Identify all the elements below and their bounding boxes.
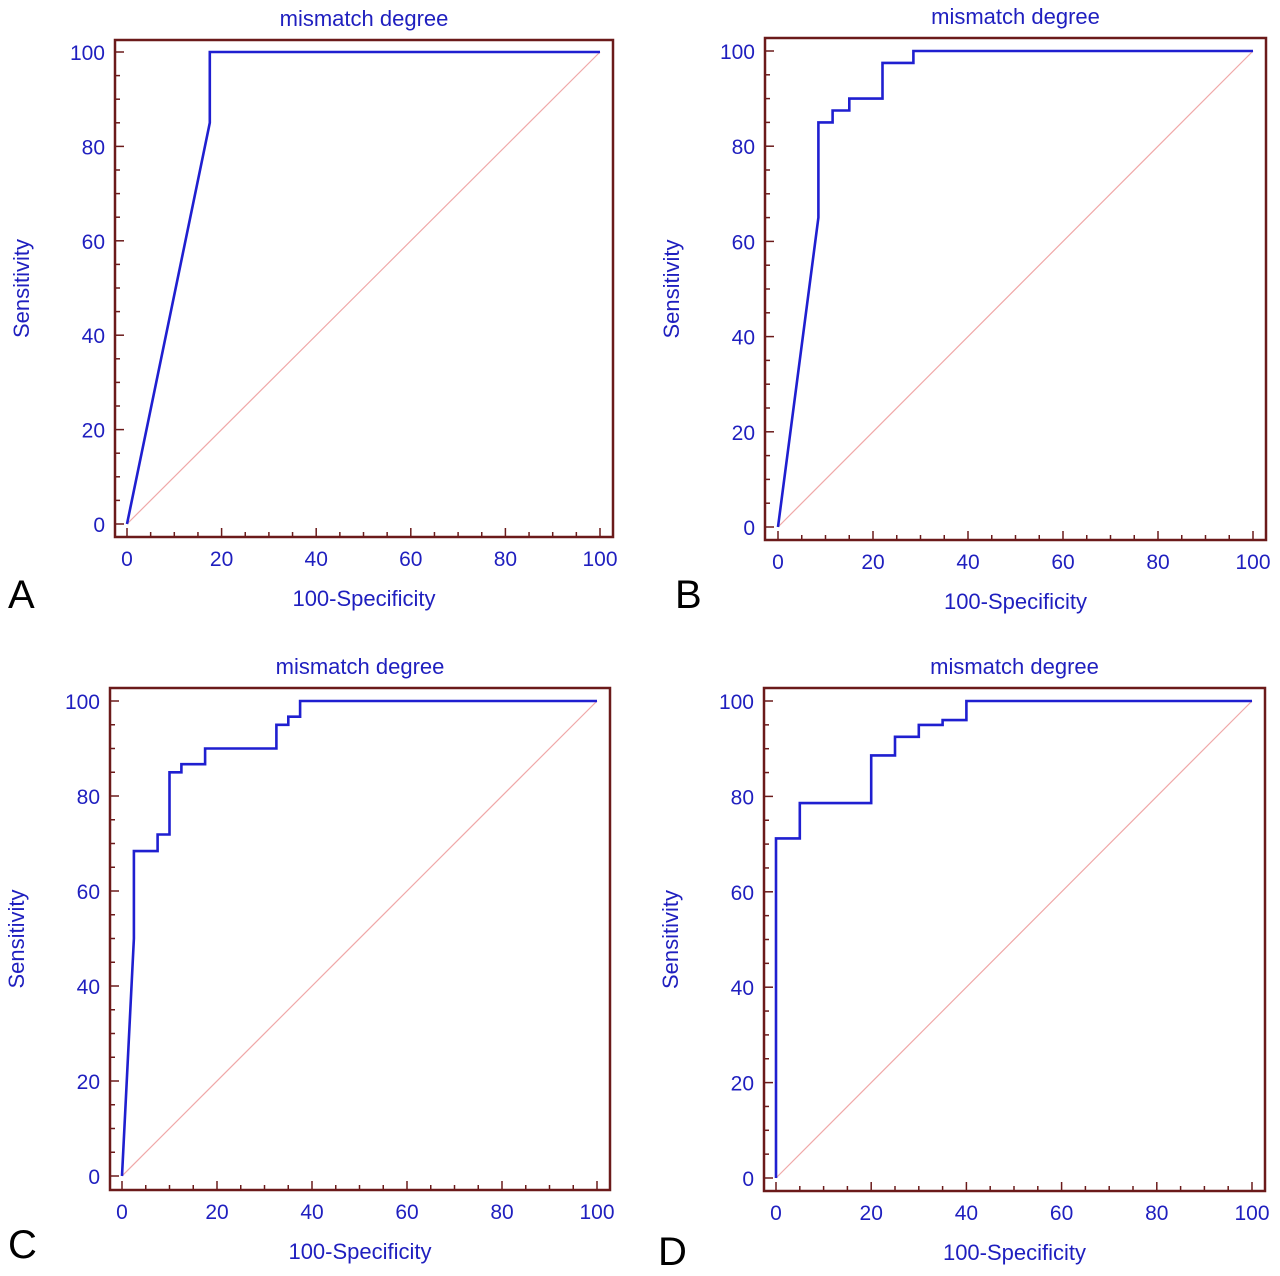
panel-d-ytick-label: 20 [731, 1073, 754, 1096]
panel-c-ytick-label: 60 [77, 881, 100, 904]
panel-d-roc-curve [774, 699, 1252, 1178]
panel-a-xtick-label: 60 [399, 548, 422, 571]
panel-b-ytick-label: 20 [732, 422, 755, 445]
panel-c-xtick-label: 40 [300, 1201, 323, 1224]
panel-a-title: mismatch degree [280, 6, 449, 31]
panel-d-letter: D [658, 1230, 687, 1271]
panel-d-ytick-label: 100 [719, 691, 754, 714]
panel-d-xtick-label: 20 [860, 1202, 883, 1225]
panel-d-xtick-label: 60 [1050, 1202, 1073, 1225]
panel-b-xtick-label: 0 [772, 551, 784, 574]
panel-d-xtick-label: 100 [1234, 1202, 1269, 1225]
panel-d-ytick-label: 0 [742, 1168, 754, 1191]
panel-c: 0 20 40 60 80 100 0 20 40 60 80 100 mismatch degree 1… [4, 654, 615, 1267]
panel-c-reference-diagonal [121, 700, 598, 1177]
panel-b-ytick-label: 100 [720, 41, 755, 64]
panel-d: 0 20 40 60 80 100 0 20 40 60 80 100 mismatch degree 1… [658, 654, 1270, 1274]
panel-c-roc-curve [120, 699, 597, 1177]
panel-b: 0 20 40 60 80 100 0 20 40 60 80 100 mismatch degree 1… [659, 4, 1271, 617]
panel-b-xtick-label: 20 [861, 551, 884, 574]
panel-d-title: mismatch degree [930, 654, 1099, 679]
panel-a-y-axis-label: Sensitivity [9, 239, 34, 338]
panel-a-x-axis-label: 100-Specificity [292, 586, 435, 611]
panel-a-ytick-label: 60 [82, 231, 105, 254]
panel-c-ytick-label: 40 [77, 976, 100, 999]
panel-c-xtick-label: 0 [116, 1201, 128, 1224]
panel-c-y-axis-label: Sensitivity [4, 889, 29, 988]
panel-a-roc-curve [125, 50, 600, 525]
panel-b-roc-curve [776, 49, 1253, 528]
panel-b-letter: B [675, 573, 702, 617]
panel-a-frame [113, 38, 615, 539]
panel-a-letter: A [8, 573, 35, 617]
panel-b-ytick-label: 80 [732, 136, 755, 159]
panel-a-xtick-label: 40 [305, 548, 328, 571]
panel-d-ytick-label: 60 [731, 882, 754, 905]
panel-a-ytick-label: 0 [93, 514, 105, 537]
panel-c-ytick-label: 0 [88, 1166, 100, 1189]
panel-a: 0 20 40 60 80 100 0 20 40 60 80 100 mismatch degree 1… [8, 6, 618, 617]
panel-b-xtick-label: 100 [1235, 551, 1270, 574]
panel-b-title: mismatch degree [931, 4, 1100, 29]
panel-c-xtick-label: 20 [205, 1201, 228, 1224]
panel-c-xtick-label: 80 [490, 1201, 513, 1224]
panel-a-ytick-label: 40 [82, 325, 105, 348]
panel-a-ytick-label: 20 [82, 420, 105, 443]
panel-b-y-axis-label: Sensitivity [659, 239, 684, 338]
panel-d-xtick-label: 0 [770, 1202, 782, 1225]
panel-d-x-axis-label: 100-Specificity [943, 1240, 1086, 1265]
panel-d-xtick-label: 80 [1145, 1202, 1168, 1225]
panel-c-xtick-label: 100 [579, 1201, 614, 1224]
panel-b-reference-diagonal [777, 50, 1254, 528]
panel-b-ytick-label: 0 [743, 517, 755, 540]
panel-c-ytick-label: 20 [77, 1071, 100, 1094]
panel-b-x-axis-label: 100-Specificity [944, 589, 1087, 614]
panel-d-ytick-label: 80 [731, 786, 754, 809]
panel-d-xtick-label: 40 [955, 1202, 978, 1225]
panel-c-letter: C [8, 1223, 37, 1267]
panel-a-xtick-label: 80 [494, 548, 517, 571]
panel-c-xtick-label: 60 [395, 1201, 418, 1224]
panel-d-y-axis-label: Sensitivity [658, 890, 683, 989]
panel-c-ytick-label: 80 [77, 786, 100, 809]
panel-b-xtick-label: 80 [1146, 551, 1169, 574]
panel-b-xtick-label: 60 [1051, 551, 1074, 574]
panel-a-ytick-label: 80 [82, 136, 105, 159]
panel-c-x-axis-label: 100-Specificity [288, 1239, 431, 1264]
panel-a-reference-diagonal [126, 51, 601, 525]
panel-b-ytick-label: 40 [732, 327, 755, 350]
panel-d-ytick-label: 40 [731, 977, 754, 1000]
panel-c-ytick-label: 100 [65, 691, 100, 714]
panel-b-xtick-label: 40 [956, 551, 979, 574]
panel-d-reference-diagonal [775, 700, 1253, 1179]
panel-a-ytick-label: 100 [70, 42, 105, 65]
panel-b-ytick-label: 60 [732, 231, 755, 254]
panel-a-xtick-label: 20 [210, 548, 233, 571]
panel-c-title: mismatch degree [276, 654, 445, 679]
panel-a-xtick-label: 100 [582, 548, 617, 571]
panel-a-xtick-label: 0 [121, 548, 133, 571]
